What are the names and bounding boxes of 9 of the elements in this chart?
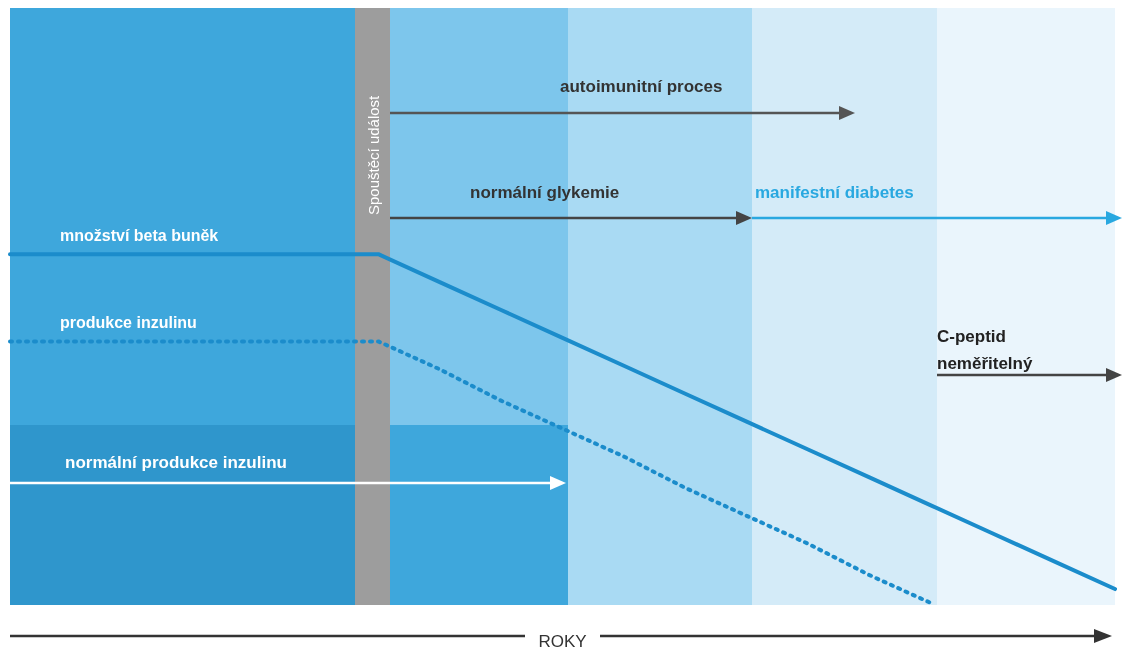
- text: normální glykemie: [470, 183, 620, 202]
- x-axis-title: ROKY: [538, 632, 587, 651]
- text: autoimunitní proces: [560, 77, 723, 96]
- text: manifestní diabetes: [755, 183, 914, 202]
- annotation: normální produkce inzulinu: [65, 453, 287, 472]
- annotation: C-peptid neměřitelný: [937, 327, 1033, 373]
- text: Spouštěcí událost: [365, 94, 382, 215]
- series-label: množství beta buněk: [60, 226, 219, 244]
- series-label: produkce inzulinu: [60, 313, 197, 331]
